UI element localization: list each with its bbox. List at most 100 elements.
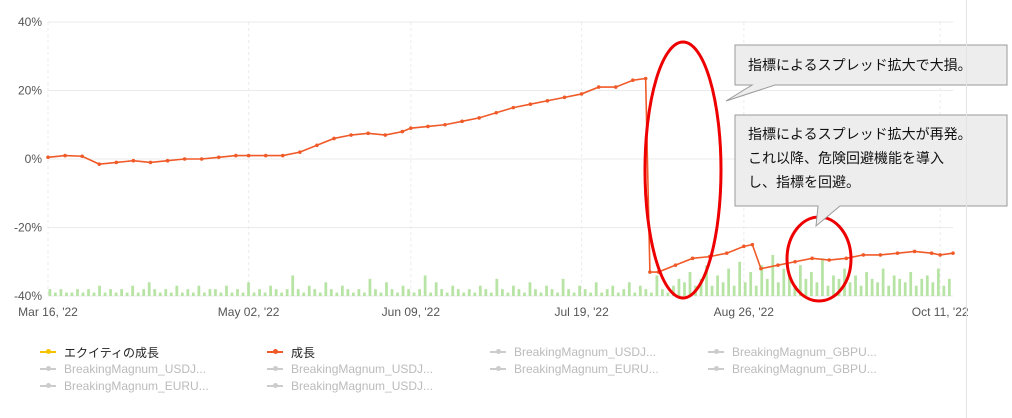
growth-point bbox=[759, 266, 763, 271]
volume-bar bbox=[169, 292, 173, 296]
volume-bar bbox=[561, 278, 565, 296]
growth-point bbox=[878, 253, 883, 257]
legend-item[interactable]: エクイティの成長 bbox=[40, 344, 159, 360]
legend-label: BreakingMagnum_GBPU... bbox=[732, 345, 877, 359]
y-axis: 40% 20% 0% -20% -40% bbox=[14, 15, 42, 303]
volume-bar bbox=[644, 289, 648, 296]
volume-bar bbox=[164, 289, 168, 296]
volume-bar bbox=[567, 289, 570, 296]
growth-point bbox=[165, 158, 170, 163]
legend-item[interactable]: BreakingMagnum_USDJ... bbox=[267, 361, 433, 377]
legend-label: BreakingMagnum_EURU... bbox=[64, 379, 209, 393]
x-tick-label: Aug 26, '22 bbox=[714, 305, 775, 319]
volume-bar bbox=[721, 282, 725, 296]
growth-point bbox=[742, 244, 746, 249]
x-tick-label: Jul 19, '22 bbox=[554, 305, 609, 319]
volume-bar bbox=[633, 292, 637, 296]
volume-bar bbox=[418, 289, 421, 296]
growth-point bbox=[579, 92, 584, 96]
volume-bar bbox=[92, 292, 96, 296]
volume-bar bbox=[412, 292, 416, 296]
volume-bars bbox=[48, 254, 951, 296]
volume-bar bbox=[898, 278, 902, 296]
volume-bar bbox=[881, 268, 885, 296]
growth-point bbox=[400, 129, 405, 134]
growth-point bbox=[409, 126, 413, 130]
volume-bar bbox=[732, 285, 736, 296]
growth-point bbox=[315, 143, 319, 148]
volume-bar bbox=[854, 275, 857, 296]
volume-bar bbox=[699, 278, 703, 296]
legend-label: BreakingMagnum_USDJ... bbox=[291, 362, 434, 376]
growth-point bbox=[861, 253, 866, 257]
volume-bar bbox=[142, 289, 146, 296]
volume-bar bbox=[528, 282, 532, 296]
growth-point bbox=[263, 153, 268, 158]
x-axis: Mar 16, '22 May 02, '22 Jun 09, '22 Jul 19,… bbox=[18, 305, 969, 319]
callout-1-text: 指標によるスプレッド拡大で大損。 bbox=[748, 58, 972, 74]
volume-bar bbox=[401, 285, 405, 296]
volume-bar bbox=[329, 289, 333, 296]
legend-item[interactable]: BreakingMagnum_GBPU... bbox=[708, 361, 877, 377]
growth-point bbox=[511, 105, 516, 110]
volume-bar bbox=[550, 289, 554, 296]
legend-label: 成長 bbox=[291, 345, 316, 360]
legend-label: BreakingMagnum_EURU... bbox=[514, 362, 659, 376]
volume-bar bbox=[280, 292, 284, 296]
volume-bar bbox=[54, 292, 57, 296]
growth-point bbox=[349, 133, 353, 137]
highlight-ellipse-1 bbox=[643, 40, 723, 300]
volume-bar bbox=[324, 282, 328, 296]
volume-bar bbox=[147, 282, 151, 296]
volume-bar bbox=[346, 289, 350, 296]
volume-bar bbox=[517, 289, 521, 296]
growth-point bbox=[912, 249, 917, 254]
growth-point bbox=[793, 259, 797, 264]
volume-bar bbox=[307, 285, 311, 296]
volume-bar bbox=[859, 285, 863, 296]
volume-bar bbox=[616, 292, 620, 296]
legend-item[interactable]: BreakingMagnum_GBPU... bbox=[708, 344, 877, 360]
legend-item[interactable]: 成長 bbox=[267, 344, 315, 360]
volume-bar bbox=[131, 285, 135, 296]
volume-bar bbox=[451, 285, 455, 296]
volume-bar bbox=[539, 292, 543, 296]
volume-bar bbox=[489, 292, 493, 296]
legend-item[interactable]: BreakingMagnum_USDJ... bbox=[267, 378, 433, 394]
volume-bar bbox=[716, 275, 719, 296]
volume-bar bbox=[677, 278, 681, 296]
volume-bar bbox=[876, 282, 880, 296]
x-tick-label: Oct 11, '22 bbox=[912, 305, 969, 319]
callout-2-line-3: し、指標を回避。 bbox=[748, 175, 860, 191]
growth-point bbox=[929, 251, 934, 255]
volume-bar bbox=[589, 292, 593, 296]
volume-bar bbox=[65, 292, 68, 296]
legend-label: BreakingMagnum_USDJ... bbox=[514, 345, 657, 359]
volume-bar bbox=[947, 278, 951, 296]
volume-bar bbox=[909, 272, 913, 296]
growth-point bbox=[562, 95, 567, 100]
legend-item[interactable]: BreakingMagnum_USDJ... bbox=[40, 361, 206, 377]
volume-bar bbox=[302, 292, 306, 296]
volume-bar bbox=[754, 285, 758, 296]
growth-point bbox=[460, 119, 464, 124]
growth-point bbox=[426, 124, 430, 129]
volume-bar bbox=[219, 292, 223, 296]
legend-item[interactable]: BreakingMagnum_EURU... bbox=[40, 378, 209, 394]
legend-label: BreakingMagnum_GBPU... bbox=[732, 362, 877, 376]
volume-bar bbox=[545, 285, 548, 296]
volume-bar bbox=[81, 292, 85, 296]
volume-bar bbox=[865, 272, 868, 296]
volume-bar bbox=[48, 289, 52, 296]
legend-item[interactable]: BreakingMagnum_EURU... bbox=[490, 361, 659, 377]
y-tick-label: 40% bbox=[18, 15, 42, 29]
volume-bar bbox=[313, 289, 317, 296]
x-tick-label: May 02, '22 bbox=[218, 305, 280, 319]
volume-bar bbox=[385, 282, 388, 296]
chart-legend: エクイティの成長 成長 BreakingMagnum_USDJ... Breaking… bbox=[40, 344, 940, 404]
volume-bar bbox=[495, 278, 499, 296]
volume-bar bbox=[688, 272, 692, 296]
volume-bar bbox=[501, 289, 504, 296]
volume-bar bbox=[429, 292, 433, 296]
legend-item[interactable]: BreakingMagnum_USDJ... bbox=[490, 344, 656, 360]
